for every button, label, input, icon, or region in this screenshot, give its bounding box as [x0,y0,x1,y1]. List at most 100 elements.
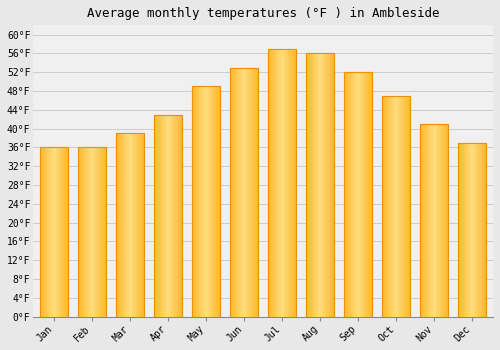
Bar [465,143,466,317]
Bar [154,114,182,317]
Bar [458,143,486,317]
Bar [248,68,250,317]
Bar [60,147,61,317]
Bar [54,147,56,317]
Bar [352,72,354,317]
Bar [240,68,242,317]
Bar [214,86,216,317]
Bar [218,86,219,317]
Bar [209,86,210,317]
Bar [394,96,396,317]
Bar [40,147,42,317]
Bar [270,49,272,317]
Bar [447,124,448,317]
Bar [476,143,478,317]
Bar [132,133,133,317]
Bar [442,124,444,317]
Bar [420,124,422,317]
Bar [366,72,368,317]
Bar [478,143,480,317]
Bar [244,68,246,317]
Bar [174,114,176,317]
Bar [475,143,476,317]
Bar [482,143,484,317]
Bar [306,54,334,317]
Bar [160,114,161,317]
Bar [400,96,402,317]
Bar [172,114,174,317]
Bar [358,72,360,317]
Bar [392,96,394,317]
Bar [42,147,44,317]
Bar [322,54,323,317]
Bar [438,124,440,317]
Bar [354,72,356,317]
Bar [276,49,278,317]
Bar [470,143,472,317]
Bar [256,68,257,317]
Bar [162,114,164,317]
Bar [156,114,158,317]
Bar [428,124,430,317]
Bar [422,124,423,317]
Bar [164,114,166,317]
Bar [316,54,318,317]
Bar [118,133,120,317]
Bar [200,86,202,317]
Bar [40,147,68,317]
Bar [280,49,282,317]
Bar [171,114,172,317]
Bar [361,72,362,317]
Bar [485,143,486,317]
Bar [78,147,80,317]
Bar [285,49,286,317]
Bar [250,68,252,317]
Bar [312,54,313,317]
Bar [351,72,352,317]
Bar [230,68,258,317]
Bar [444,124,446,317]
Bar [230,68,258,317]
Bar [268,49,270,317]
Bar [286,49,288,317]
Bar [436,124,437,317]
Bar [356,72,358,317]
Bar [464,143,465,317]
Bar [136,133,138,317]
Bar [360,72,361,317]
Bar [274,49,275,317]
Bar [474,143,475,317]
Bar [323,54,324,317]
Bar [382,96,410,317]
Bar [198,86,199,317]
Bar [246,68,247,317]
Bar [320,54,322,317]
Bar [314,54,316,317]
Bar [306,54,308,317]
Bar [382,96,410,317]
Bar [468,143,469,317]
Bar [426,124,427,317]
Bar [432,124,434,317]
Bar [484,143,485,317]
Bar [420,124,448,317]
Bar [78,147,106,317]
Bar [116,133,117,317]
Bar [234,68,235,317]
Bar [199,86,200,317]
Bar [158,114,160,317]
Bar [440,124,442,317]
Bar [94,147,95,317]
Bar [62,147,64,317]
Bar [295,49,296,317]
Bar [134,133,136,317]
Bar [275,49,276,317]
Bar [282,49,284,317]
Bar [460,143,461,317]
Bar [219,86,220,317]
Bar [176,114,178,317]
Bar [420,124,448,317]
Bar [192,86,194,317]
Bar [284,49,285,317]
Bar [140,133,141,317]
